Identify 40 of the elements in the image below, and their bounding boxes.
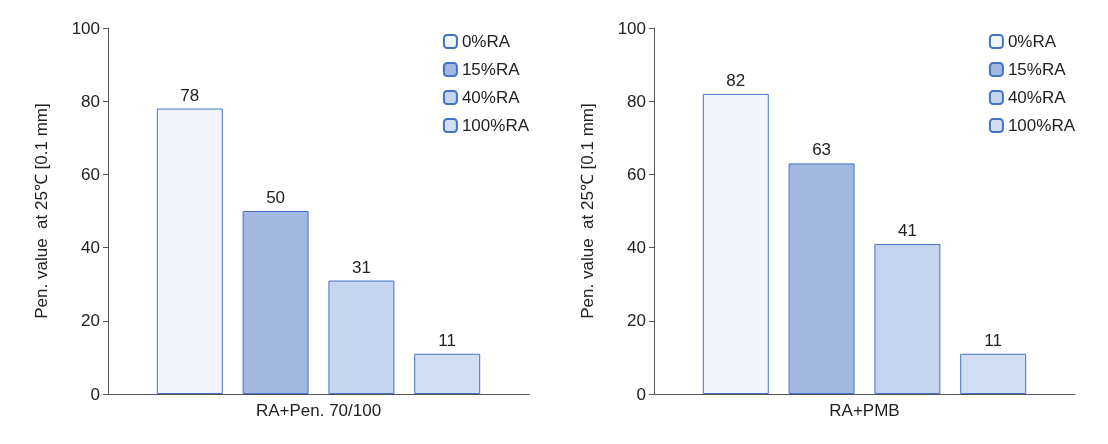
x-tick-label: RA+PMB [829,401,900,420]
y-axis-title: Pen. value at 25℃ [0.1 mm] [578,103,597,319]
bar [788,163,855,394]
y-tick-label: 80 [81,91,100,111]
data-label: 41 [897,220,917,240]
y-tick-label: 0 [90,384,100,404]
y-tick-label: 100 [617,18,646,38]
data-label: 11 [438,330,457,350]
legend-label: 40%RA [461,88,521,107]
y-tick-label: 40 [627,238,646,258]
legend-label: 100%RA [461,116,530,135]
legend-label: 100%RA [1007,116,1076,135]
data-label: 82 [726,70,746,90]
y-tick-label: 60 [81,164,100,184]
legend-label: 0%RA [461,32,511,51]
data-label: 31 [351,257,371,277]
y-tick-label: 60 [627,164,646,184]
y-tick-label: 20 [627,311,646,331]
bar [414,353,481,394]
legend-label: 40%RA [1007,88,1067,107]
legend-label: 15%RA [461,60,521,79]
bar [156,108,223,394]
legend-label: 15%RA [1007,60,1067,79]
y-tick-label: 80 [627,91,646,111]
bar [702,93,769,394]
data-label: 63 [812,140,832,160]
bar [328,280,395,394]
legend-label: 0%RA [1007,32,1057,51]
data-label: 11 [984,330,1003,350]
y-tick-label: 40 [81,238,100,258]
bar [874,243,941,394]
y-tick-label: 100 [71,18,100,38]
y-tick-label: 20 [81,311,100,331]
y-axis-title: Pen. value at 25℃ [0.1 mm] [32,103,51,319]
data-label: 78 [180,85,200,105]
x-tick-label: RA+Pen. 70/100 [255,401,382,420]
bar [960,353,1027,394]
data-label: 50 [266,188,286,207]
y-tick-label: 0 [636,384,646,404]
bar [242,211,309,394]
